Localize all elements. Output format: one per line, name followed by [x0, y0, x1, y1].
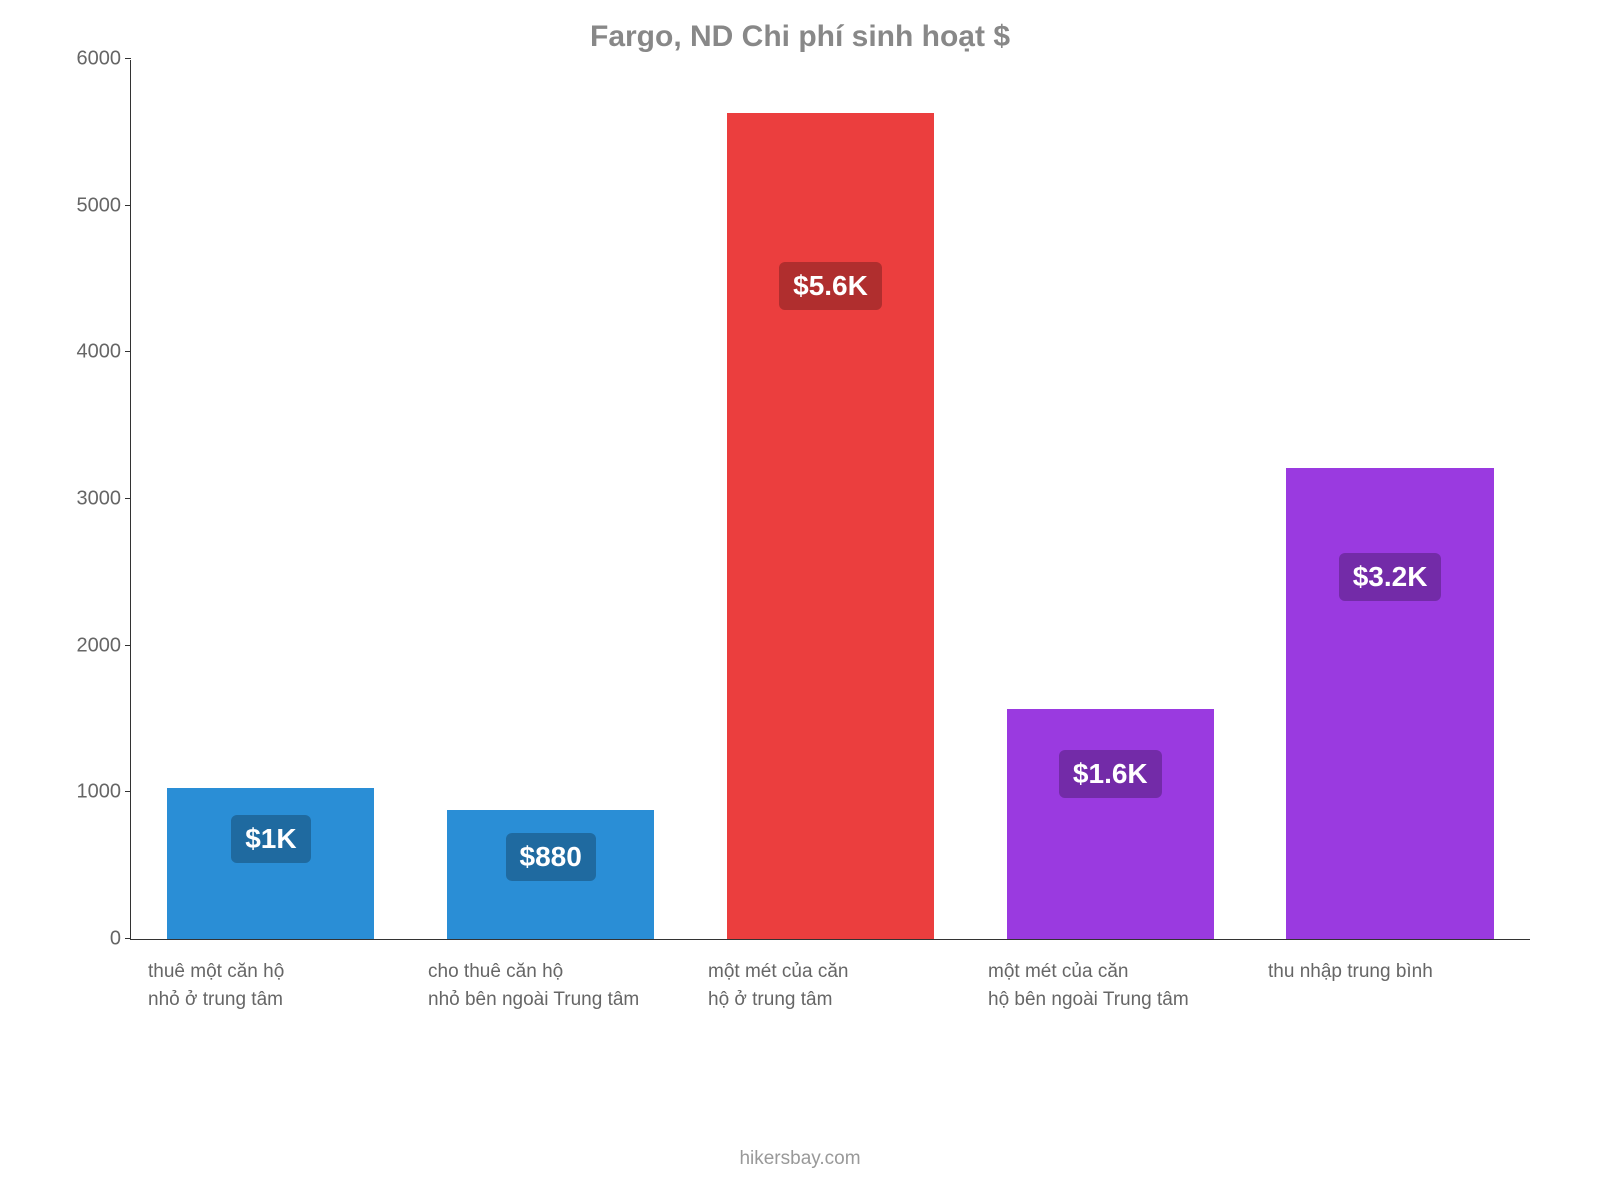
bar-slot: $1.6K: [970, 60, 1250, 939]
chart-container: Fargo, ND Chi phí sinh hoạt $ $1K $880 $5.…: [60, 20, 1540, 1120]
y-tick-label: 5000: [61, 194, 121, 217]
bar: $880: [447, 810, 654, 939]
y-tick-mark: [125, 205, 131, 206]
plot-area: $1K$880$5.6K$1.6K$3.2K 01000200030004000…: [130, 60, 1530, 940]
x-axis-labels: thuê một căn hộnhỏ ở trung tâm cho thuê c…: [130, 958, 1530, 1013]
y-tick-mark: [125, 791, 131, 792]
x-label-slot: một mét của cănhộ ở trung tâm: [690, 958, 970, 1013]
x-label-slot: một mét của cănhộ bên ngoài Trung tâm: [970, 958, 1250, 1013]
x-label-slot: thu nhập trung bình: [1250, 958, 1530, 1013]
bar-value-label: $880: [506, 833, 596, 881]
y-tick-label: 3000: [61, 488, 121, 511]
y-tick-label: 4000: [61, 341, 121, 364]
x-axis-category-label: một mét của cănhộ ở trung tâm: [708, 958, 938, 1013]
bar-value-label: $3.2K: [1339, 553, 1442, 601]
bar: $1K: [167, 788, 374, 939]
bar-value-label: $1K: [231, 815, 310, 863]
x-axis-category-label: thuê một căn hộnhỏ ở trung tâm: [148, 958, 378, 1013]
bar-value-label: $5.6K: [779, 262, 882, 310]
x-label-slot: cho thuê căn hộnhỏ bên ngoài Trung tâm: [410, 958, 690, 1013]
x-axis-category-label: thu nhập trung bình: [1268, 958, 1498, 986]
bar-slot: $1K: [131, 60, 411, 939]
bar-slot: $880: [411, 60, 691, 939]
y-tick-mark: [125, 645, 131, 646]
y-tick-label: 2000: [61, 634, 121, 657]
x-axis-category-label: cho thuê căn hộnhỏ bên ngoài Trung tâm: [428, 958, 658, 1013]
chart-title: Fargo, ND Chi phí sinh hoạt $: [60, 20, 1540, 54]
x-axis-category-label: một mét của cănhộ bên ngoài Trung tâm: [988, 958, 1218, 1013]
footer-attribution: hikersbay.com: [0, 1148, 1600, 1170]
bar: $3.2K: [1286, 468, 1493, 939]
bar-slot: $3.2K: [1250, 60, 1530, 939]
bars-layer: $1K $880 $5.6K $1.6K $3.2K: [131, 60, 1530, 939]
y-tick-label: 1000: [61, 781, 121, 804]
y-tick-mark: [125, 498, 131, 499]
bar-slot: $5.6K: [691, 60, 971, 939]
y-tick-label: 6000: [61, 48, 121, 71]
bar-value-label: $1.6K: [1059, 750, 1162, 798]
y-tick-mark: [125, 58, 131, 59]
bar: $5.6K: [727, 113, 934, 939]
bar: $1.6K: [1007, 709, 1214, 939]
y-tick-mark: [125, 938, 131, 939]
x-label-slot: thuê một căn hộnhỏ ở trung tâm: [130, 958, 410, 1013]
y-tick-label: 0: [61, 928, 121, 951]
y-tick-mark: [125, 351, 131, 352]
